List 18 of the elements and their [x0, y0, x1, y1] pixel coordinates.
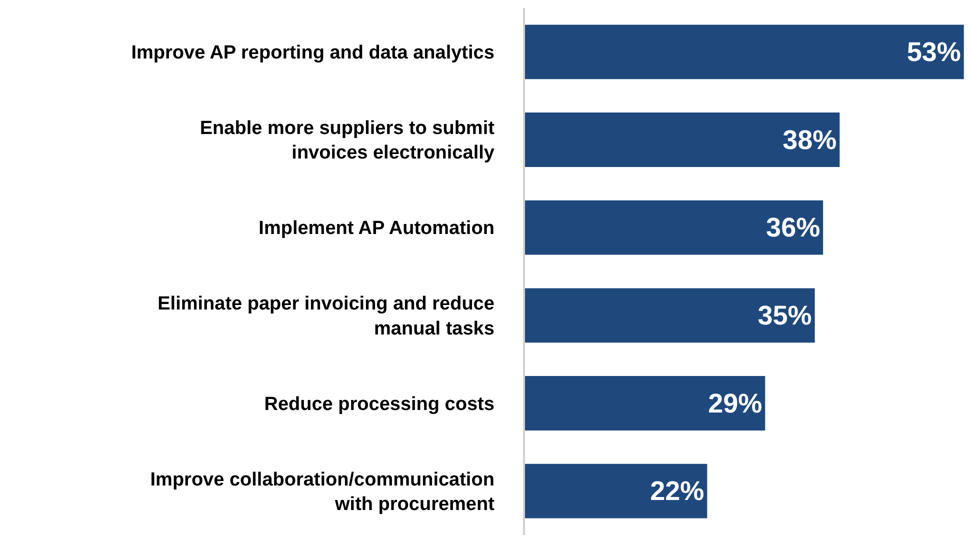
data-label: 38% [782, 124, 837, 155]
y-tick-label: Reduce processing costs [264, 394, 494, 415]
y-tick-label: Improve collaboration/communication with procurement [150, 469, 496, 516]
data-label: 35% [758, 300, 812, 330]
bar [525, 376, 766, 430]
y-tick-label: Implement AP Automation [258, 218, 494, 240]
bar [525, 464, 708, 518]
data-label: 53% [906, 36, 961, 67]
y-tick-label: Eliminate paper invoicing and reduce manual tasks [158, 294, 494, 340]
data-label: 29% [708, 388, 762, 418]
bar [525, 288, 815, 343]
data-label: 22% [650, 476, 704, 506]
bar [525, 24, 964, 80]
y-tick-label: Improve AP reporting and data analytics [131, 42, 494, 64]
bar [525, 112, 840, 167]
y-tick-label: Enable more suppliers to submit invoices electronically [200, 118, 496, 164]
data-label: 36% [766, 212, 820, 243]
bar [525, 200, 824, 255]
